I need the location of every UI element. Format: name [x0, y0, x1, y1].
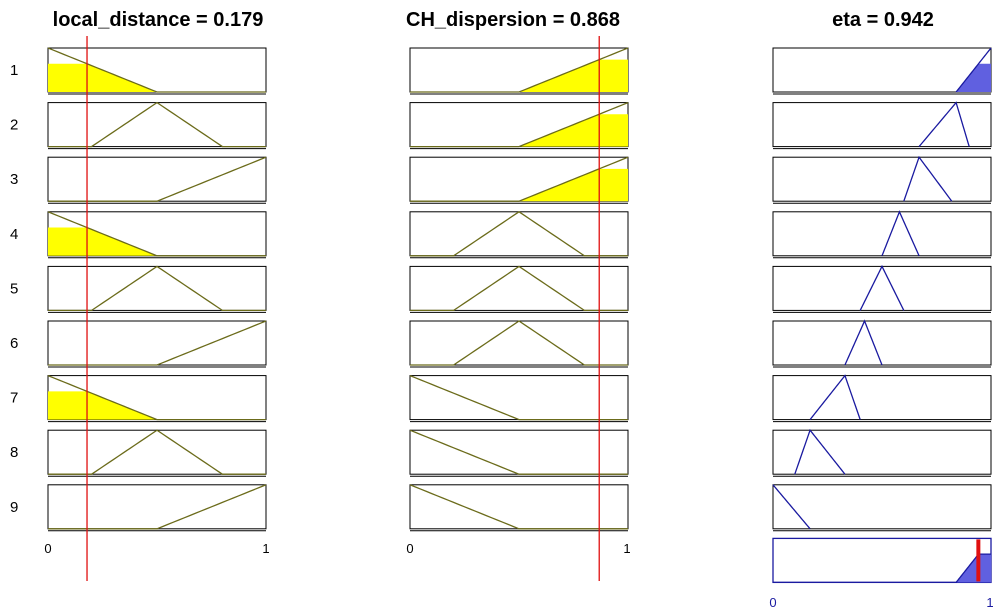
- input1-mf-curve: [48, 101, 266, 148]
- output-title: eta = 0.942: [832, 9, 934, 31]
- output-mf-curve: [794, 428, 846, 475]
- input2-mf-curve: [410, 47, 629, 93]
- output-mf-panel: [772, 484, 992, 530]
- input2-mf-curve: [410, 156, 629, 202]
- input1-mf-curve: [48, 320, 267, 366]
- output-mf-curve: [859, 264, 905, 311]
- input2-mf-curve: [409, 429, 628, 475]
- input2-mf-curve: [409, 374, 628, 421]
- input2-mf-curve: [410, 320, 628, 366]
- output-mf-curve: [844, 319, 883, 366]
- input2-mf-panel: [409, 320, 629, 366]
- output-mf-curve: [772, 484, 811, 530]
- output-mf-curve: [903, 155, 953, 202]
- output-mf-curve: [809, 374, 861, 421]
- input1-axis-max: 1: [262, 541, 269, 556]
- input2-mf-panel: [409, 265, 629, 311]
- output-implication-fill: [773, 63, 991, 92]
- output-mf-panel: [772, 156, 992, 202]
- rule-number: 5: [10, 280, 18, 297]
- input1-mf-curve: [47, 47, 266, 93]
- input1-activation-fill: [48, 391, 266, 420]
- output-mf-panel: [772, 320, 992, 366]
- input1-mf-curve: [47, 211, 266, 257]
- input1-mf-curve: [48, 156, 267, 202]
- input2-activation-fill: [410, 168, 628, 202]
- rule-number: 4: [10, 226, 18, 243]
- rule-plots: [47, 47, 992, 584]
- input2-mf-panel: [409, 429, 629, 475]
- rule-number: 8: [10, 444, 18, 461]
- input1-activation-fill: [48, 227, 266, 256]
- input1-mf-panel: [47, 320, 267, 366]
- output-mf-curve: [881, 210, 920, 257]
- output-axis-min: 0: [769, 595, 776, 610]
- aggregate-output-fill: [773, 554, 991, 583]
- input2-activation-fill: [410, 59, 628, 92]
- input1-title: local_distance = 0.179: [53, 9, 264, 31]
- input2-title: CH_dispersion = 0.868: [406, 9, 620, 31]
- input1-mf-curve: [48, 484, 267, 530]
- input1-mf-panel: [47, 484, 267, 530]
- output-mf-panel: [772, 102, 992, 148]
- rule-number: 2: [10, 117, 18, 134]
- output-mf-curve: [918, 101, 970, 148]
- output-mf-panel: [772, 47, 992, 93]
- aggregate-output-panel: [772, 537, 992, 584]
- input1-mf-panel: [47, 429, 267, 475]
- input1-mf-panel: [47, 102, 267, 148]
- input1-activation-fill: [48, 63, 266, 92]
- input1-axis-min: 0: [44, 541, 51, 556]
- input1-mf-curve: [48, 265, 266, 312]
- input2-mf-panel: [409, 211, 629, 257]
- rule-number: 3: [10, 171, 18, 188]
- rule-number: 7: [10, 390, 18, 407]
- rule-numbers: 1 2 3 4 5 6 7 8 9: [10, 62, 18, 516]
- input2-activation-fill: [410, 114, 628, 147]
- input2-mf-curve: [410, 265, 628, 312]
- rule-number: 6: [10, 335, 18, 352]
- output-mf-panel: [772, 375, 992, 421]
- input2-mf-curve: [410, 211, 628, 257]
- input2-mf-curve: [410, 101, 629, 148]
- rule-number: 1: [10, 62, 18, 79]
- rule-number: 9: [10, 499, 18, 516]
- input-cursors[interactable]: [86, 36, 600, 581]
- input2-mf-panel: [409, 375, 629, 421]
- input2-axis-max: 1: [623, 541, 630, 556]
- input2-axis-min: 0: [406, 541, 413, 556]
- input1-mf-curve: [47, 374, 266, 421]
- input1-mf-panel: [47, 156, 267, 202]
- output-mf-curve: [955, 47, 992, 93]
- input1-mf-panel: [47, 265, 267, 311]
- aggregate-output-curve: [773, 553, 991, 584]
- output-mf-panel: [772, 265, 992, 311]
- output-axis-max: 1: [986, 595, 993, 610]
- input2-mf-panel: [409, 484, 629, 530]
- output-mf-panel: [772, 211, 992, 257]
- input2-mf-curve: [409, 484, 628, 530]
- input1-mf-curve: [48, 429, 266, 475]
- output-mf-panel: [772, 429, 992, 475]
